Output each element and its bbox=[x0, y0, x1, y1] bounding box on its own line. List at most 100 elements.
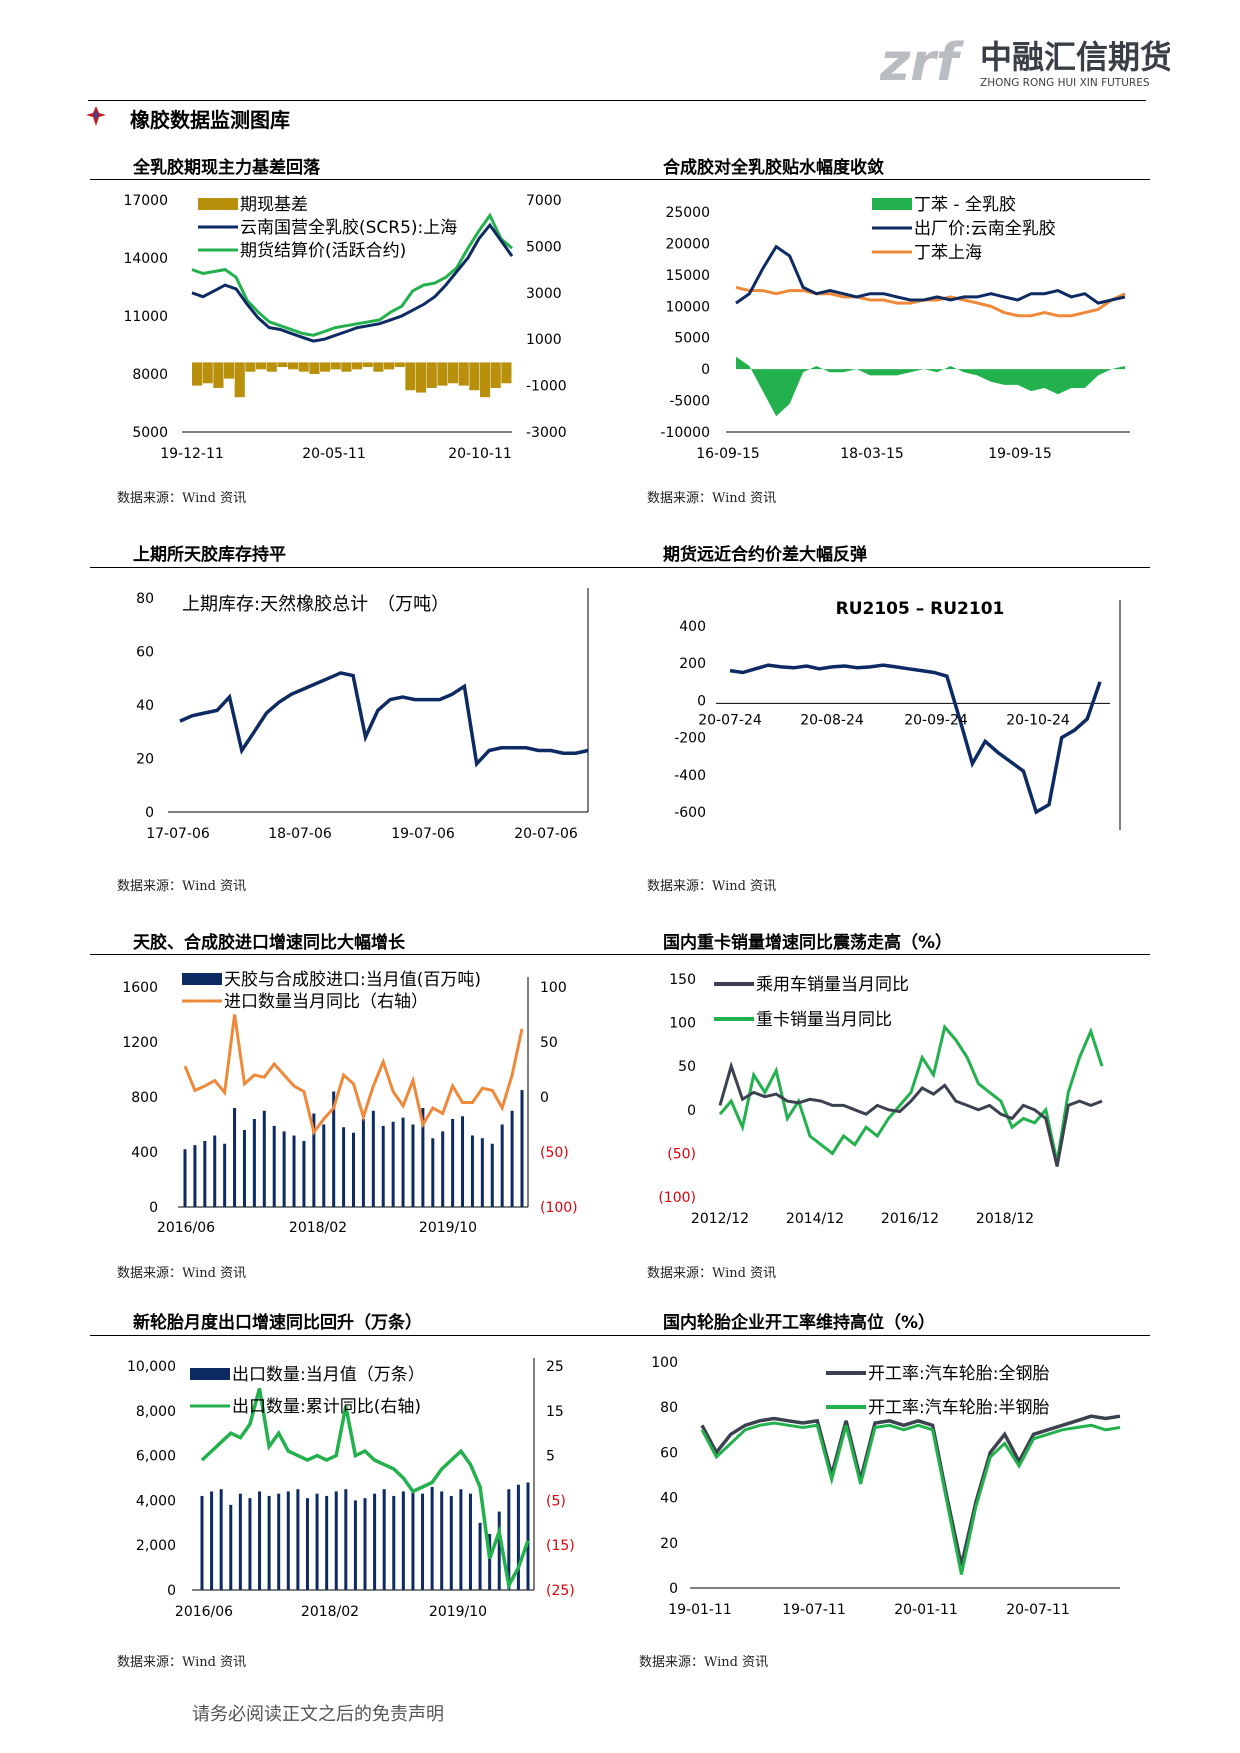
source-note-6: 数据来源：Wind 资讯 bbox=[647, 1266, 777, 1281]
c5-legend-passenger-label: 乘用车销量当月同比 bbox=[756, 975, 909, 995]
c6-x-tick-2: 2019/10 bbox=[429, 1604, 487, 1620]
c0-basis-bar bbox=[309, 362, 320, 374]
c0-basis-bar bbox=[213, 362, 224, 388]
c0-basis-bar bbox=[458, 362, 469, 386]
c1-natural-line bbox=[735, 244, 1126, 305]
c2-inventory-line bbox=[179, 671, 589, 768]
c7-y-tick-1: 80 bbox=[660, 1400, 678, 1416]
c7-legend-semisteel-label: 开工率:汽车轮胎:半钢胎 bbox=[868, 1398, 1049, 1418]
c3-x-tick-3: 20-10-24 bbox=[1006, 712, 1070, 728]
company-logo: zrf 中融汇信期货 ZHONG RONG HUI XIN FUTURES bbox=[880, 33, 1170, 93]
c3-spread-line bbox=[729, 663, 1102, 815]
c4-import-bar bbox=[312, 1113, 316, 1207]
c4-import-bar bbox=[411, 1124, 415, 1207]
c4-import-bar bbox=[451, 1119, 455, 1207]
c7-y-tick-3: 40 bbox=[660, 1491, 678, 1507]
c4-yr-tick-2: 0 bbox=[540, 1090, 549, 1106]
c5-y-tick-0: 150 bbox=[669, 972, 696, 988]
c4-import-bar bbox=[342, 1127, 346, 1207]
logo-cn: 中融汇信期货 bbox=[980, 38, 1170, 76]
c2-x-tick-0: 17-07-06 bbox=[146, 826, 210, 842]
c4-import-bar bbox=[203, 1141, 207, 1207]
c0-basis-bar bbox=[352, 362, 363, 370]
c1-legend-sbr-label: 丁苯上海 bbox=[914, 243, 982, 263]
c1-y-tick-7: -10000 bbox=[660, 425, 710, 441]
c6-export-bar bbox=[315, 1493, 319, 1590]
c4-yr-tick-0: 100 bbox=[540, 980, 567, 996]
c0-yr-tick-5: -3000 bbox=[526, 425, 567, 441]
c4-yl-tick-0: 1600 bbox=[122, 980, 158, 996]
c6-export-bar bbox=[382, 1489, 386, 1590]
c6-yl-tick-0: 10,000 bbox=[127, 1359, 176, 1375]
chart-shfe-inventory: 80 60 40 20 0 17-07-06 18-07-06 19-07-06 20-07-0… bbox=[136, 588, 589, 842]
c4-import-bar bbox=[431, 1138, 435, 1207]
c7-legend-allsteel-label: 开工率:汽车轮胎:全钢胎 bbox=[868, 1364, 1049, 1384]
c7-semisteel-line bbox=[700, 1421, 1121, 1575]
c0-x-tick-0: 19-12-11 bbox=[160, 446, 224, 462]
c7-y-tick-2: 60 bbox=[660, 1445, 678, 1461]
c1-legend-natural-label: 出厂价:云南全乳胶 bbox=[914, 219, 1056, 239]
c5-y-tick-1: 100 bbox=[669, 1016, 696, 1032]
c6-export-bar bbox=[296, 1489, 300, 1590]
c0-basis-bar bbox=[192, 362, 203, 386]
source-note-5: 数据来源：Wind 资讯 bbox=[117, 1266, 247, 1281]
c0-basis-bar bbox=[288, 362, 299, 370]
c6-export-bar bbox=[440, 1491, 444, 1590]
c6-export-bar bbox=[267, 1495, 271, 1590]
c6-export-bar bbox=[478, 1522, 482, 1590]
c6-export-bar bbox=[468, 1493, 472, 1590]
c6-yl-tick-5: 0 bbox=[167, 1583, 176, 1599]
c0-basis-bar bbox=[490, 362, 501, 388]
source-note-7: 数据来源：Wind 资讯 bbox=[117, 1655, 247, 1670]
source-note-1: 数据来源：Wind 资讯 bbox=[117, 491, 247, 506]
chart-truck-sales: 150 100 50 0 (50) (100) 2012/12 2014/12 2016/12 2… bbox=[658, 972, 1104, 1227]
c1-y-tick-5: 0 bbox=[701, 362, 710, 378]
c0-legend-futures-label: 期货结算价(活跃合约) bbox=[240, 241, 406, 261]
c0-basis-bar bbox=[298, 362, 309, 372]
c1-sbr-line bbox=[735, 285, 1126, 318]
c6-x-tick-0: 2016/06 bbox=[175, 1604, 233, 1620]
c1-y-tick-0: 25000 bbox=[665, 205, 710, 221]
c5-x-tick-2: 2016/12 bbox=[881, 1211, 939, 1227]
c0-yl-tick-4: 5000 bbox=[132, 425, 168, 441]
c6-yr-tick-1: 15 bbox=[546, 1404, 564, 1420]
c0-yr-tick-4: -1000 bbox=[526, 379, 567, 395]
c0-yr-tick-3: 1000 bbox=[526, 332, 562, 348]
c4-import-bar bbox=[480, 1138, 484, 1207]
c0-futures-line bbox=[191, 212, 513, 337]
c3-y-tick-3: -200 bbox=[674, 731, 706, 747]
c2-y-tick-3: 20 bbox=[136, 752, 154, 768]
c0-legend-basis-label: 期现基差 bbox=[240, 195, 308, 215]
c0-yr-tick-2: 3000 bbox=[526, 286, 562, 302]
c6-legend-exports-swatch bbox=[190, 1368, 230, 1380]
chart-title-8: 国内轮胎企业开工率维持高位（%） bbox=[663, 1313, 936, 1333]
c0-basis-bar bbox=[234, 362, 245, 398]
c2-x-tick-2: 19-07-06 bbox=[391, 826, 455, 842]
c4-legend-imports-label: 天胶与合成胶进口:当月值(百万吨) bbox=[224, 970, 481, 990]
c0-legend-basis-swatch bbox=[198, 198, 238, 210]
c6-export-bar bbox=[248, 1498, 252, 1590]
chart-title-1: 全乳胶期现主力基差回落 bbox=[133, 158, 320, 178]
c5-truck-line bbox=[718, 1023, 1104, 1163]
c1-x-tick-0: 16-09-15 bbox=[696, 446, 760, 462]
c6-yr-tick-2: 5 bbox=[546, 1449, 555, 1465]
c4-yr-tick-1: 50 bbox=[540, 1035, 558, 1051]
c6-export-bar bbox=[325, 1495, 329, 1590]
c6-export-bar bbox=[277, 1493, 281, 1590]
c2-chart-label: 上期库存:天然橡胶总计 （万吨） bbox=[182, 594, 449, 615]
chart-tire-utilization: 100 80 60 40 20 0 19-01-11 19-07-11 20-01-11 20-0… bbox=[651, 1355, 1121, 1618]
c5-y-tick-4: (50) bbox=[667, 1146, 696, 1162]
c3-x-tick-1: 20-08-24 bbox=[800, 712, 864, 728]
c0-x-tick-2: 20-10-11 bbox=[448, 446, 512, 462]
c7-x-tick-0: 19-01-11 bbox=[668, 1602, 732, 1618]
c1-y-tick-4: 5000 bbox=[674, 331, 710, 347]
c0-basis-bar bbox=[224, 362, 235, 379]
chart-title-2: 合成胶对全乳胶贴水幅度收敛 bbox=[663, 158, 884, 178]
c7-y-tick-4: 20 bbox=[660, 1536, 678, 1552]
chart-title-6: 国内重卡销量增速同比震荡走高（%） bbox=[663, 933, 953, 953]
c6-yl-tick-1: 8,000 bbox=[136, 1404, 176, 1420]
c0-basis-bar bbox=[448, 362, 459, 384]
c6-yr-tick-4: (15) bbox=[546, 1538, 575, 1554]
c0-yr-tick-0: 7000 bbox=[526, 193, 562, 209]
c4-import-bar bbox=[520, 1090, 524, 1207]
